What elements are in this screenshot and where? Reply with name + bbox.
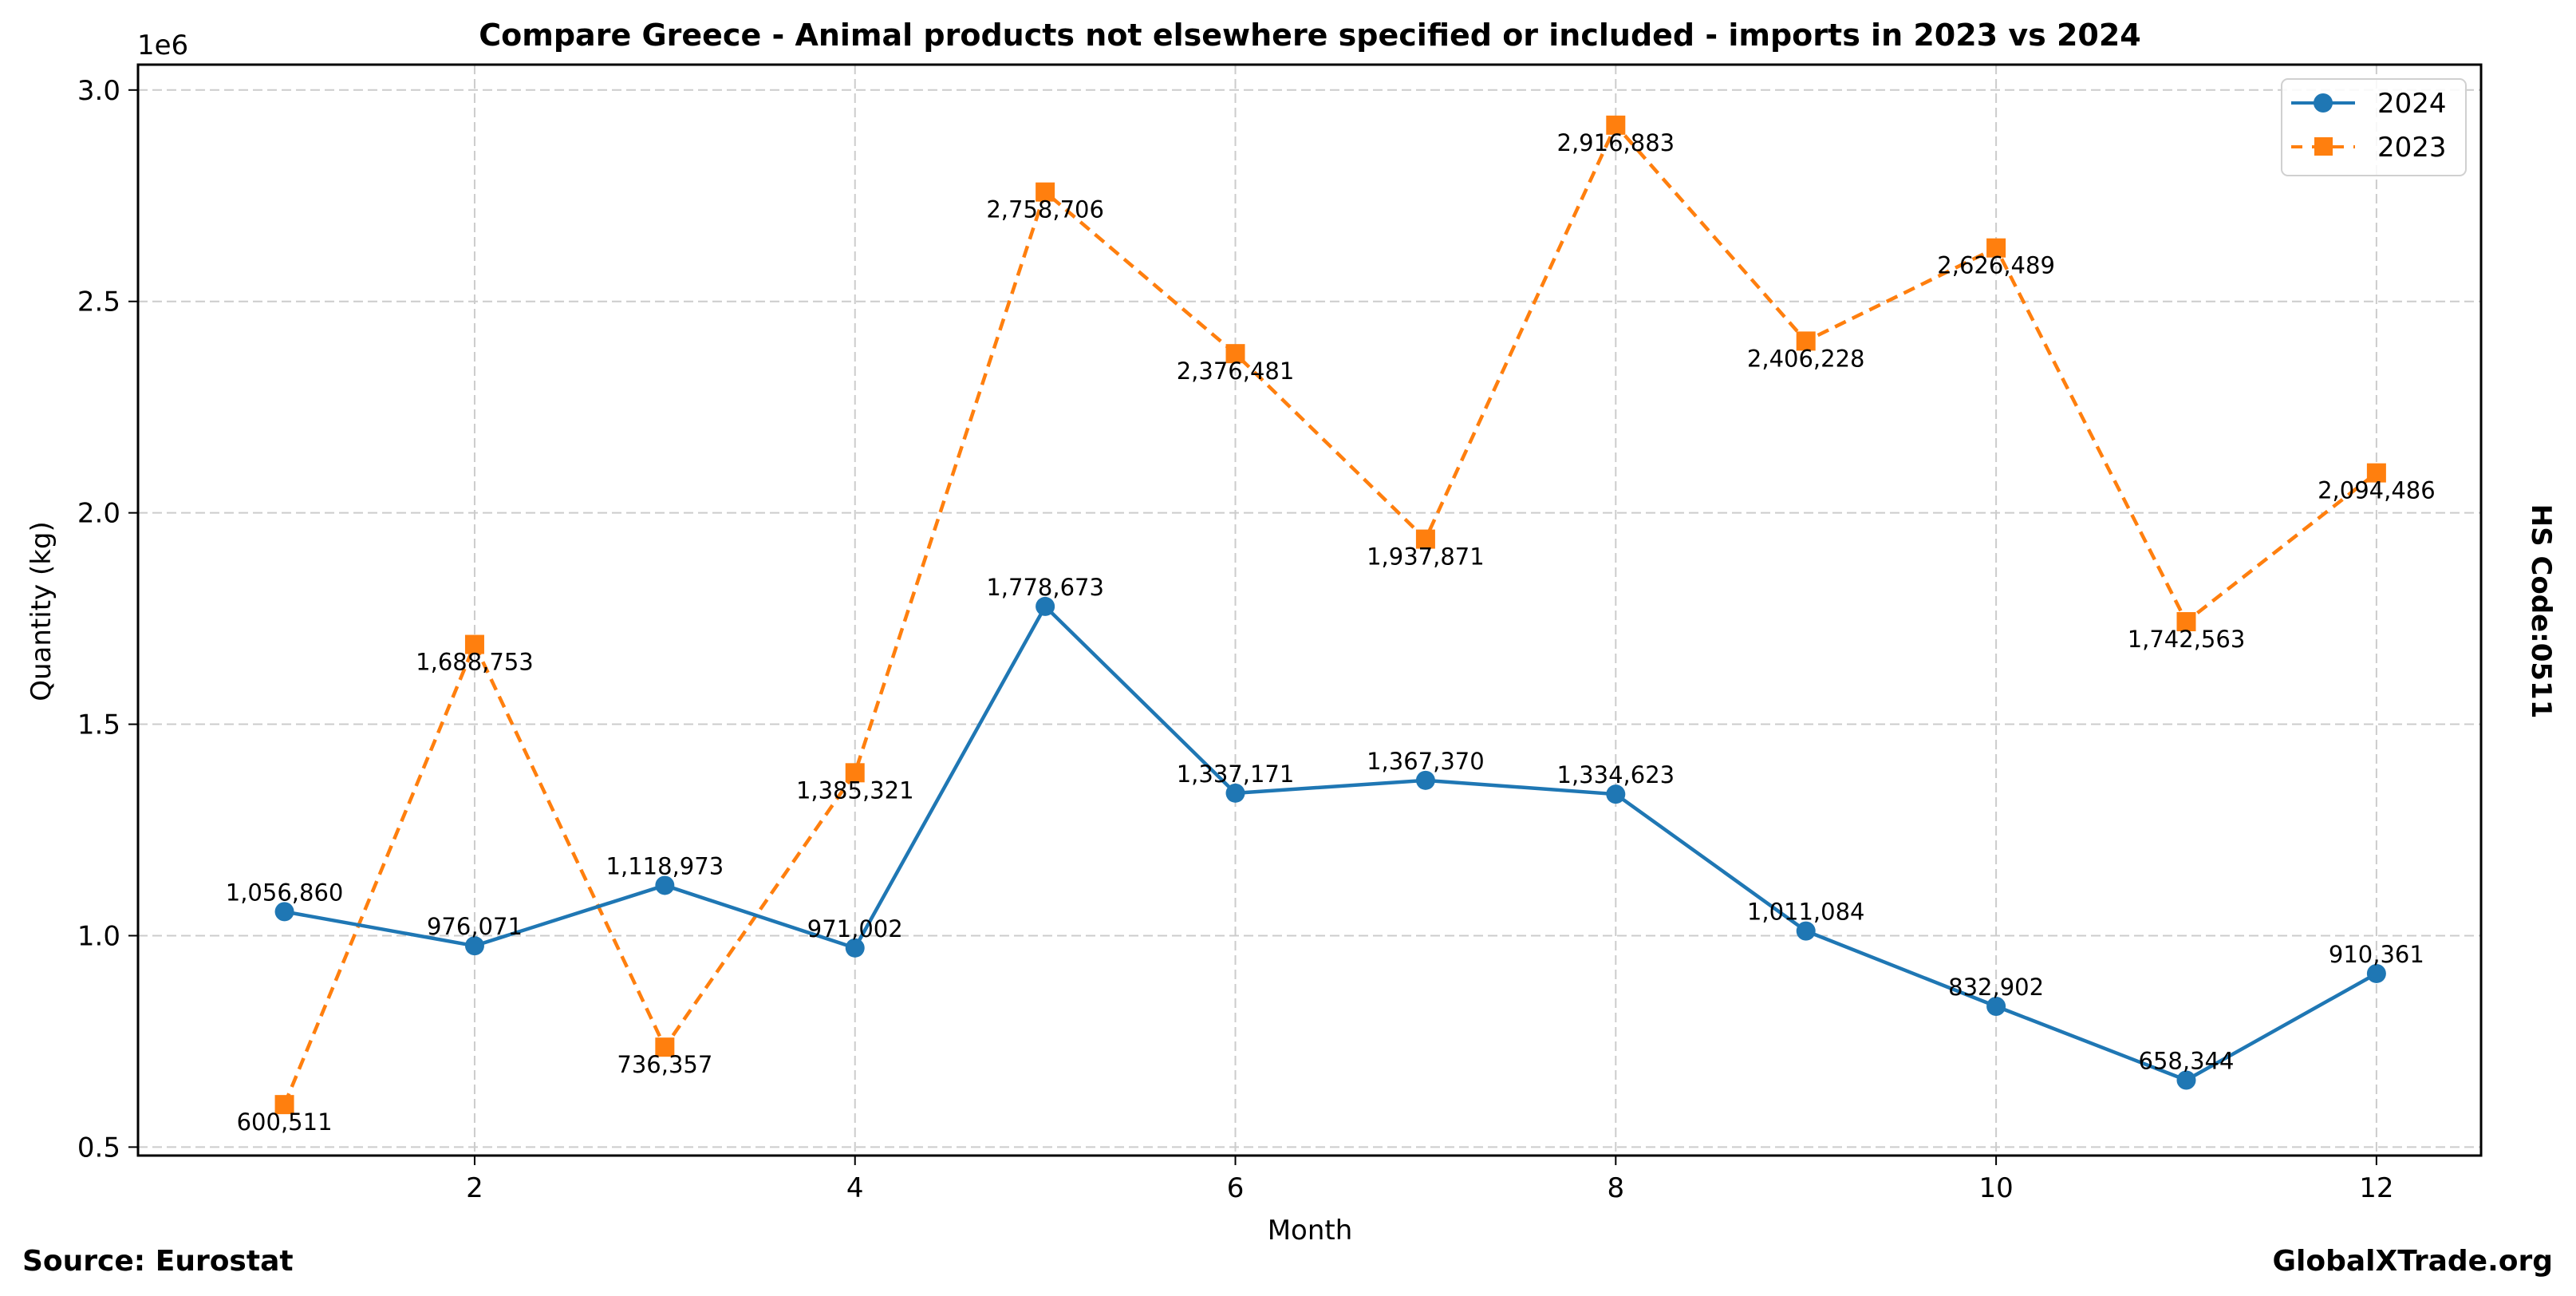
data-point-2023 <box>1796 331 1816 351</box>
data-point-2024 <box>1036 596 1055 616</box>
data-label-2024: 1,118,973 <box>606 852 724 879</box>
data-point-2023 <box>655 1037 675 1057</box>
legend-marker-2024-icon <box>2314 93 2333 113</box>
data-point-2023 <box>845 763 865 783</box>
y-tick-label: 2.0 <box>77 498 120 530</box>
data-label-2023: 1,742,563 <box>2128 626 2246 653</box>
data-point-2024 <box>655 875 675 895</box>
data-label-2023: 2,376,481 <box>1177 358 1295 385</box>
data-labels: 600,511 1,688,753 736,357 1,385,321 2,758,70… <box>226 129 2436 1136</box>
y-offset-label: 1e6 <box>137 30 188 61</box>
series-line-2023 <box>282 123 2378 1106</box>
data-label-2024: 1,011,084 <box>1747 899 1865 926</box>
data-point-2024 <box>845 938 865 958</box>
plot-frame <box>136 63 2483 1157</box>
data-point-2023 <box>1986 238 2006 258</box>
data-point-2024 <box>1415 770 1435 790</box>
data-label-2024: 832,902 <box>1948 974 2044 1001</box>
series-line-2024 <box>284 604 2377 1082</box>
data-label-2023: 1,937,871 <box>1367 543 1485 571</box>
data-point-2024 <box>274 902 294 922</box>
data-point-2024 <box>1796 921 1816 941</box>
legend-label-2023: 2023 <box>2377 132 2447 164</box>
x-tick-label: 10 <box>1978 1172 2013 1204</box>
x-axis-label: Month <box>1268 1215 1353 1247</box>
data-point-2024 <box>1225 783 1245 803</box>
y-tick-label: 1.5 <box>77 709 120 741</box>
data-point-2023 <box>1225 344 1245 364</box>
legend: 2024 2023 <box>2281 78 2467 176</box>
y-axis-label: Quantity (kg) <box>26 521 57 701</box>
data-label-2024: 1,337,171 <box>1177 761 1295 788</box>
data-label-2023: 1,385,321 <box>796 776 914 804</box>
x-tick-label: 2 <box>466 1172 483 1204</box>
y-axis-ticks: 0.5 1.0 1.5 2.0 2.5 3.0 <box>77 75 138 1164</box>
data-label-2024: 971,002 <box>807 915 903 942</box>
data-point-2023 <box>1415 529 1435 549</box>
brand-label: GlobalXTrade.org <box>2272 1245 2553 1278</box>
data-label-2024: 1,334,623 <box>1557 761 1675 788</box>
data-point-2024 <box>2176 1070 2196 1090</box>
data-label-2023: 2,626,489 <box>1937 252 2055 279</box>
data-label-2023: 2,406,228 <box>1747 345 1865 372</box>
legend-marker-2023-icon <box>2314 137 2333 156</box>
data-point-2023 <box>1606 115 1626 135</box>
data-label-2024: 658,344 <box>2139 1048 2235 1075</box>
y-tick-label: 3.0 <box>77 75 120 107</box>
y-tick-label: 0.5 <box>77 1132 120 1164</box>
x-tick-label: 12 <box>2359 1172 2393 1204</box>
y-tick-label: 2.5 <box>77 286 120 318</box>
data-label-2024: 1,367,370 <box>1367 748 1485 775</box>
data-label-2023: 600,511 <box>237 1108 333 1136</box>
grid <box>138 65 2481 1156</box>
y-tick-label: 1.0 <box>77 920 120 952</box>
data-point-2024 <box>1986 997 2006 1017</box>
data-label-2023: 1,688,753 <box>416 649 534 676</box>
data-point-2023 <box>464 634 484 654</box>
data-label-2024: 976,071 <box>427 913 523 940</box>
data-point-2023 <box>2176 612 2196 632</box>
x-axis-ticks: 2 4 6 8 10 12 <box>466 1156 2394 1204</box>
source-label: Source: Eurostat <box>22 1245 294 1278</box>
data-point-2024 <box>1606 784 1626 804</box>
data-label-2023: 736,357 <box>617 1051 712 1078</box>
data-label-2023: 2,916,883 <box>1557 129 1675 156</box>
chart-title: Compare Greece - Animal products not els… <box>479 18 2140 53</box>
data-label-2024: 1,056,860 <box>226 879 344 906</box>
x-tick-label: 6 <box>1227 1172 1245 1204</box>
data-label-2023: 2,758,706 <box>986 196 1104 223</box>
data-point-2023 <box>2366 463 2386 483</box>
x-tick-label: 8 <box>1607 1172 1624 1204</box>
hs-code-label: HS Code:0511 <box>2525 504 2557 719</box>
data-point-2024 <box>2366 963 2386 983</box>
data-label-2024: 1,778,673 <box>986 574 1104 601</box>
data-point-2023 <box>274 1095 294 1115</box>
x-tick-label: 4 <box>846 1172 864 1204</box>
data-label-2023: 2,094,486 <box>2318 477 2436 504</box>
series-group <box>274 115 2386 1115</box>
legend-label-2024: 2024 <box>2377 88 2447 120</box>
data-point-2023 <box>1036 182 1055 202</box>
data-label-2024: 910,361 <box>2329 941 2424 968</box>
data-point-2024 <box>464 936 484 956</box>
